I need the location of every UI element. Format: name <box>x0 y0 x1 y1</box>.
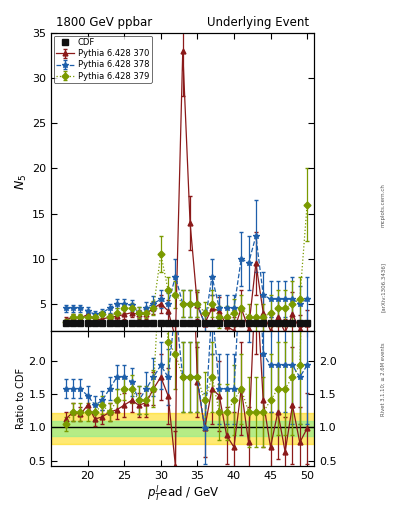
Y-axis label: $N_5$: $N_5$ <box>14 174 29 190</box>
X-axis label: $p_T^l$ead / GeV: $p_T^l$ead / GeV <box>147 483 219 503</box>
Text: mcplots.cern.ch: mcplots.cern.ch <box>381 183 386 227</box>
Text: Underlying Event: Underlying Event <box>207 16 309 29</box>
Y-axis label: Ratio to CDF: Ratio to CDF <box>16 368 26 429</box>
Text: 1800 GeV ppbar: 1800 GeV ppbar <box>56 16 152 29</box>
Text: [arXiv:1306.3436]: [arXiv:1306.3436] <box>381 262 386 312</box>
Legend: CDF, Pythia 6.428 370, Pythia 6.428 378, Pythia 6.428 379: CDF, Pythia 6.428 370, Pythia 6.428 378,… <box>53 36 152 83</box>
Text: Rivet 3.1.10; ≥ 2.6M events: Rivet 3.1.10; ≥ 2.6M events <box>381 342 386 416</box>
